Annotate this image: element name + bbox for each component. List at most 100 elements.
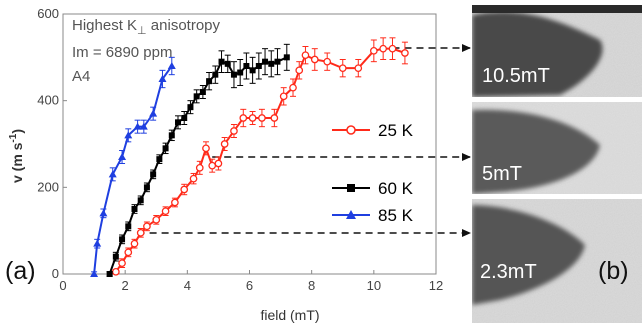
data-point xyxy=(99,209,108,217)
panel-b-images: 10.5mT 5mT 2.3mT (b) xyxy=(472,5,642,323)
data-point xyxy=(108,170,117,178)
plot-area: 0 2 4 6 8 10 12 0 200 400 600 xyxy=(37,6,471,293)
x-tick-label: 4 xyxy=(184,278,191,293)
data-point xyxy=(214,159,223,168)
y-axis-label-main: v (m s xyxy=(9,142,25,183)
annotation-anisotropy-sub: ⊥ xyxy=(137,25,147,37)
data-point xyxy=(289,83,297,92)
annotation-anisotropy-main: Highest K xyxy=(72,17,137,34)
data-series xyxy=(90,37,409,277)
data-point xyxy=(379,44,388,53)
data-point xyxy=(119,236,126,243)
x-axis-ticks: 0 2 4 6 8 10 12 xyxy=(59,270,443,293)
guide-arrows xyxy=(137,44,471,237)
data-point xyxy=(161,207,170,216)
data-point xyxy=(262,58,269,65)
image-3-label: 2.3mT xyxy=(480,261,537,283)
data-point xyxy=(208,161,217,170)
data-point xyxy=(93,239,102,247)
legend-label-85k: 85 K xyxy=(378,206,414,225)
domain-image-1 xyxy=(472,5,642,97)
data-point xyxy=(301,51,310,60)
y-axis-label-sup: -1 xyxy=(8,133,19,142)
data-point xyxy=(152,215,161,224)
data-point xyxy=(139,122,148,130)
data-point xyxy=(243,63,250,69)
series-60k xyxy=(106,43,290,277)
y-axis-ticks: 0 200 400 600 xyxy=(37,6,67,281)
data-point xyxy=(133,122,142,130)
legend-item-85k: 85 K xyxy=(332,206,414,225)
data-point xyxy=(189,174,198,183)
annotation-anisotropy-end: anisotropy xyxy=(147,17,221,34)
data-point xyxy=(274,58,281,65)
data-point xyxy=(131,206,138,212)
annotations: Highest K⊥ anisotropy Im = 6890 ppm A4 xyxy=(72,17,221,85)
y-axis-label-close: ) xyxy=(9,129,25,134)
panel-a-tag: (a) xyxy=(5,257,36,285)
data-point xyxy=(118,153,127,160)
data-point xyxy=(255,63,262,69)
image-1-label: 10.5mT xyxy=(482,65,550,87)
data-point xyxy=(295,66,304,75)
data-point xyxy=(168,132,175,139)
data-point xyxy=(130,239,139,248)
data-point xyxy=(230,127,238,135)
x-axis-label: field (mT) xyxy=(260,307,319,323)
data-point xyxy=(195,163,204,172)
legend-item-60k: 60 K xyxy=(332,179,414,198)
data-point xyxy=(388,44,397,53)
data-point xyxy=(237,69,244,76)
data-point xyxy=(143,222,151,231)
data-point xyxy=(323,57,332,66)
data-point xyxy=(106,271,113,277)
data-point xyxy=(249,67,256,74)
legend-label-60k: 60 K xyxy=(378,179,414,198)
domain-image-2 xyxy=(472,102,642,194)
data-point xyxy=(401,49,409,57)
data-point xyxy=(212,71,219,78)
data-point xyxy=(230,71,237,78)
data-point xyxy=(111,267,120,276)
data-point xyxy=(118,259,126,268)
x-tick-label: 12 xyxy=(429,278,443,293)
data-point xyxy=(125,223,132,230)
annotation-im: Im = 6890 ppm xyxy=(72,44,172,61)
data-point xyxy=(158,75,167,82)
data-point xyxy=(90,270,99,277)
data-point xyxy=(175,119,182,126)
x-tick-label: 0 xyxy=(59,278,66,293)
y-tick-label: 0 xyxy=(52,266,59,281)
annotation-anisotropy: Highest K⊥ anisotropy xyxy=(72,17,221,37)
data-point xyxy=(112,253,119,260)
data-point xyxy=(150,171,157,178)
annotation-sample: A4 xyxy=(72,68,90,85)
x-tick-label: 6 xyxy=(246,278,253,293)
data-point xyxy=(156,156,163,163)
panel-b-tag: (b) xyxy=(598,257,629,285)
data-point xyxy=(171,198,179,207)
data-point xyxy=(338,64,347,73)
y-tick-label: 600 xyxy=(37,6,59,21)
data-point xyxy=(369,46,378,55)
data-point xyxy=(206,78,213,85)
x-tick-label: 10 xyxy=(367,278,381,293)
data-point xyxy=(199,89,206,95)
data-point xyxy=(354,64,363,73)
data-point xyxy=(239,114,248,122)
y-axis-label: v (m s-1) xyxy=(8,129,25,183)
data-point xyxy=(143,184,150,191)
data-point xyxy=(137,197,144,204)
data-point xyxy=(270,114,279,122)
legend-item-25k: 25 K xyxy=(332,121,414,140)
image-2-label: 5mT xyxy=(482,163,522,185)
x-tick-label: 2 xyxy=(122,278,129,293)
data-point xyxy=(220,140,229,148)
data-point xyxy=(124,131,133,139)
x-tick-label: 8 xyxy=(308,278,315,293)
domain-image-3 xyxy=(472,199,642,323)
data-point xyxy=(283,54,290,61)
data-point xyxy=(187,104,194,111)
data-point xyxy=(167,62,176,69)
